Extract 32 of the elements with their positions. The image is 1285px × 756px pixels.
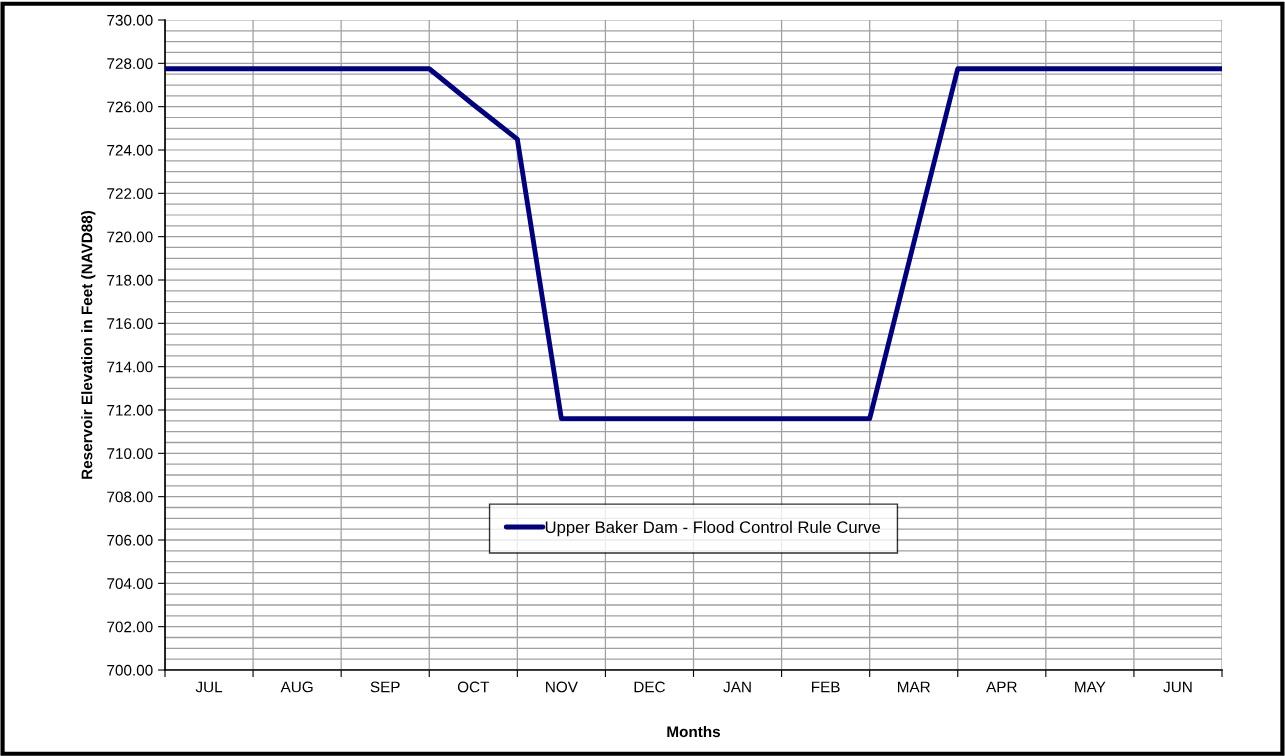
y-tick-label: 704.00 <box>107 578 153 590</box>
y-tick-label: 714.00 <box>107 361 153 373</box>
legend-label: Upper Baker Dam - Flood Control Rule Curve <box>545 520 881 537</box>
x-tick-label: SEP <box>370 681 400 693</box>
x-tick-label: FEB <box>812 681 840 693</box>
y-tick-label: 716.00 <box>107 318 153 330</box>
y-tick-label: 702.00 <box>107 621 153 633</box>
x-tick-label: JAN <box>723 681 751 693</box>
y-tick-label: 730.00 <box>107 14 153 26</box>
line-series <box>165 66 1222 422</box>
x-axis-title: Months <box>667 725 721 738</box>
x-tick-label: OCT <box>457 681 490 693</box>
x-tick-label: APR <box>986 681 1017 693</box>
x-tick-label: JUL <box>195 681 223 693</box>
y-tick-label: 708.00 <box>107 491 153 503</box>
y-tick-label: 728.00 <box>107 58 153 70</box>
y-tick-label: 720.00 <box>107 231 153 243</box>
y-tick-label: 712.00 <box>107 404 153 416</box>
x-tick-label: NOV <box>546 681 578 693</box>
y-axis-title: Reservoir Elevation in Feet (NAVD88) <box>81 210 96 479</box>
y-tick-label: 718.00 <box>107 274 153 286</box>
y-tick-label: 722.00 <box>107 188 153 200</box>
x-tick-label: AUG <box>280 681 313 693</box>
x-tick-label: MAY <box>1075 681 1106 693</box>
y-tick-label: 726.00 <box>107 101 153 113</box>
y-tick-label: 706.00 <box>107 534 153 546</box>
x-tick-label: DEC <box>634 681 665 693</box>
y-tick-label: 700.00 <box>107 664 153 676</box>
y-tick-label: 724.00 <box>107 144 153 156</box>
x-tick-label: JUN <box>1163 681 1192 693</box>
y-tick-label: 710.00 <box>107 448 153 460</box>
x-tick-label: MAR <box>897 681 930 693</box>
